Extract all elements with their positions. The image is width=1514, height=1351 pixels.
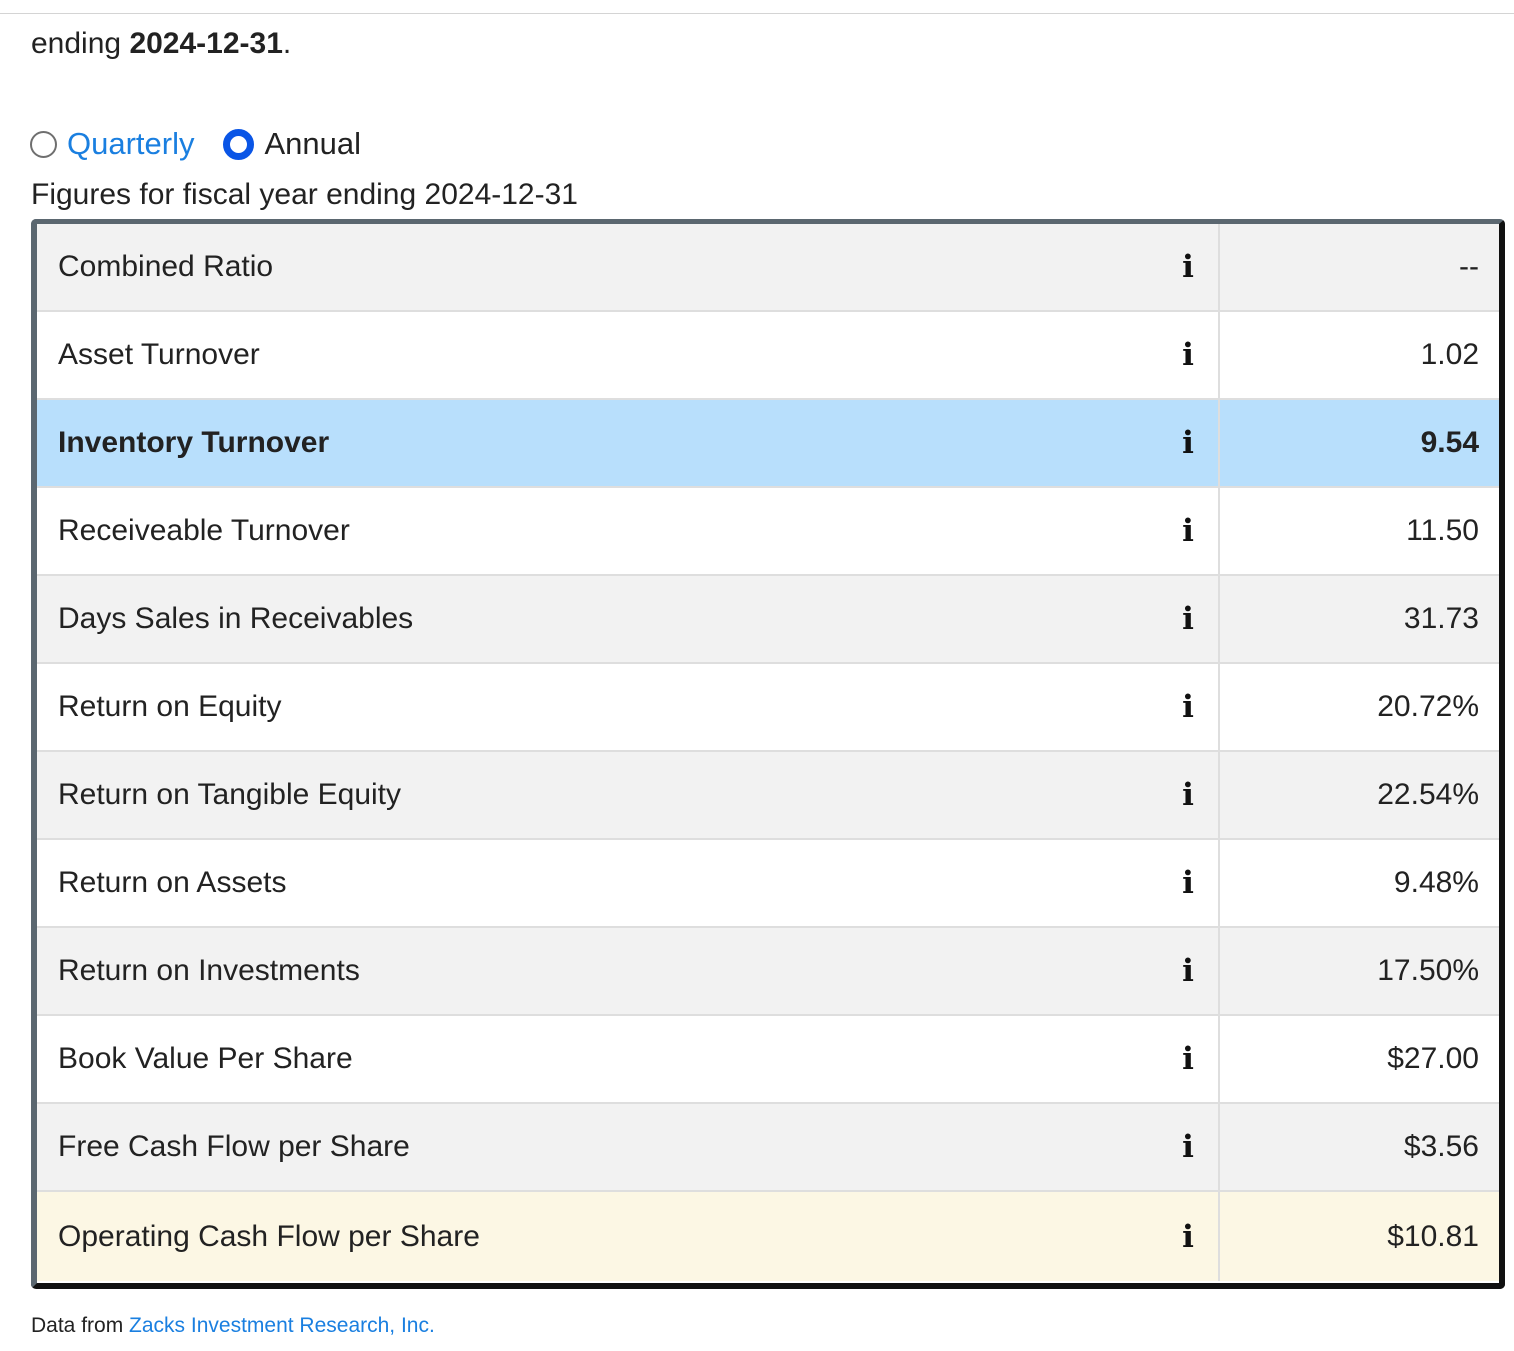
metric-label: Combined Ratio [58,250,274,283]
metric-label: Return on Investments [58,954,360,987]
metric-label: Receiveable Turnover [58,514,350,547]
metric-value: 17.50% [1377,954,1479,987]
info-icon[interactable]: i [1182,1041,1194,1077]
radio-quarterly[interactable]: Quarterly [30,126,194,162]
figures-caption: Figures for fiscal year ending 2024-12-3… [31,178,578,211]
table-row: Days Sales in Receivables i 31.73 [37,576,1499,664]
metric-value: $27.00 [1387,1042,1479,1075]
info-icon[interactable]: i [1182,777,1194,813]
source-prefix: Data from [31,1314,130,1337]
metric-value: 11.50 [1406,514,1479,547]
metric-label: Return on Tangible Equity [58,778,402,811]
intro-prefix: ending [31,27,130,60]
metric-label-cell: Return on Investments i [37,928,1220,1014]
metric-label-cell: Free Cash Flow per Share i [37,1104,1220,1190]
metric-label: Return on Assets [58,866,287,899]
intro-date: 2024-12-31 [129,27,283,60]
metric-label: Free Cash Flow per Share [58,1130,410,1163]
table-row: Receiveable Turnover i 11.50 [37,488,1499,576]
radio-annual-label[interactable]: Annual [264,126,362,161]
metric-label-cell: Return on Tangible Equity i [37,752,1220,838]
radio-annual[interactable]: Annual [223,126,361,162]
info-icon[interactable]: i [1182,337,1194,373]
metric-label-cell: Book Value Per Share i [37,1016,1220,1102]
table-row: Return on Tangible Equity i 22.54% [37,752,1499,840]
metric-value: 9.54 [1420,426,1479,459]
info-icon[interactable]: i [1182,1129,1194,1165]
metric-label-cell: Receiveable Turnover i [37,488,1220,574]
info-icon[interactable]: i [1182,689,1194,725]
metric-label-cell: Combined Ratio i [37,224,1220,310]
info-icon[interactable]: i [1182,865,1194,901]
table-row: Free Cash Flow per Share i $3.56 [37,1104,1499,1192]
metric-label: Inventory Turnover [58,426,330,459]
table-row: Book Value Per Share i $27.00 [37,1016,1499,1104]
table-row: Return on Investments i 17.50% [37,928,1499,1016]
metric-label: Book Value Per Share [58,1042,353,1075]
metric-label: Asset Turnover [58,338,260,371]
metric-value: -- [1459,250,1479,283]
radio-quarterly-label[interactable]: Quarterly [67,126,195,161]
radio-quarterly-circle[interactable] [30,130,57,158]
metric-label: Return on Equity [58,690,282,723]
info-icon[interactable]: i [1182,1218,1194,1255]
metric-label-cell: Asset Turnover i [37,312,1220,398]
metric-label-cell: Return on Equity i [37,664,1220,750]
info-icon[interactable]: i [1182,249,1194,285]
table-row: Inventory Turnover i 9.54 [37,400,1499,488]
metric-label: Operating Cash Flow per Share [58,1219,480,1253]
source-note: Data from Zacks Investment Research, Inc… [31,1313,435,1339]
period-toggle: Quarterly Annual [30,126,361,162]
table-row: Combined Ratio i -- [37,224,1499,312]
info-icon[interactable]: i [1182,601,1194,637]
info-icon[interactable]: i [1182,513,1194,549]
metric-label: Days Sales in Receivables [58,602,414,635]
radio-annual-circle[interactable] [223,128,255,160]
metric-value: 1.02 [1420,338,1479,371]
table-row: Return on Assets i 9.48% [37,840,1499,928]
metric-label-cell: Days Sales in Receivables i [37,576,1220,662]
ratios-table: Combined Ratio i -- Asset Turnover i 1.02 Inve… [31,219,1505,1289]
metric-value: $10.81 [1387,1219,1479,1253]
info-icon[interactable]: i [1182,953,1194,989]
metric-label-cell: Inventory Turnover i [37,400,1220,486]
top-divider [0,13,1514,14]
info-icon[interactable]: i [1182,425,1194,461]
metric-label-cell: Return on Assets i [37,840,1220,926]
metric-label-cell: Operating Cash Flow per Share i [37,1192,1220,1281]
source-link[interactable]: Zacks Investment Research, Inc. [129,1314,435,1337]
intro-text: ending 2024-12-31. [31,26,291,62]
table-row: Return on Equity i 20.72% [37,664,1499,752]
intro-suffix: . [282,27,292,60]
metric-value: $3.56 [1403,1130,1479,1163]
metric-value: 20.72% [1377,690,1479,723]
metric-value: 9.48% [1393,866,1479,899]
table-row: Asset Turnover i 1.02 [37,312,1499,400]
table-row: Operating Cash Flow per Share i $10.81 [37,1192,1499,1281]
metric-value: 22.54% [1377,778,1479,811]
metric-value: 31.73 [1403,602,1479,635]
